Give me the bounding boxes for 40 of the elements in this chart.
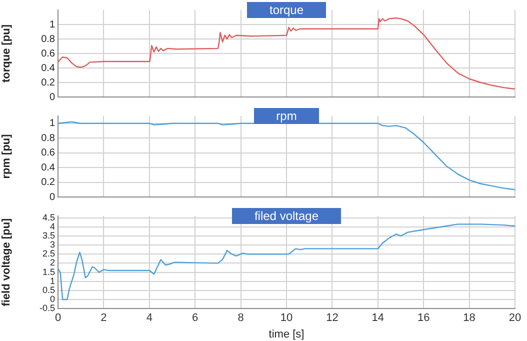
y-tick-label: 0.4 [41, 62, 56, 74]
y-tick-label: 1 [50, 276, 55, 286]
y-axis-title: field voltage [pu] [0, 218, 13, 306]
y-tick-label: 0.6 [41, 148, 56, 159]
x-tick-label: 2 [100, 312, 107, 324]
y-tick-label: 4 [50, 221, 55, 232]
y-tick-label: 0.8 [41, 132, 56, 144]
y-tick-label: 1 [49, 118, 56, 130]
y-tick-label: 1.5 [42, 266, 55, 277]
x-tick-label: 16 [417, 312, 430, 324]
y-tick-label: 0.4 [41, 162, 56, 174]
y-tick-label: 0.8 [41, 34, 56, 45]
y-tick-label: -0.5 [39, 303, 55, 314]
y-tick-label: 3 [50, 240, 55, 250]
y-tick-label: 0.5 [42, 284, 55, 295]
y-tick-label: 0.2 [41, 177, 56, 188]
y-tick-label: 0 [49, 192, 56, 203]
y-axis-title: torque [pu] [0, 24, 13, 83]
title-banner: torque [247, 2, 326, 18]
y-tick-label: 4.5 [42, 212, 55, 222]
y-tick-label: 2 [50, 258, 55, 268]
x-tick-label: 12 [326, 312, 338, 324]
y-tick-label: 0 [49, 92, 56, 103]
x-tick-label: 18 [463, 312, 476, 324]
title-banner: rpm [254, 108, 319, 124]
y-tick-label: 1 [49, 19, 56, 30]
x-axis-title: time [s] [268, 328, 304, 340]
x-tick-label: 14 [372, 312, 384, 324]
x-tick-label: 4 [146, 312, 152, 324]
x-tick-label: 8 [238, 312, 244, 324]
y-tick-label: 0.6 [41, 48, 56, 60]
x-tick-label: 6 [192, 312, 198, 324]
x-tick-label: 20 [508, 312, 522, 324]
y-tick-label: 0 [50, 294, 55, 304]
title-banner: filed voltage [232, 208, 341, 224]
y-tick-label: 2.5 [42, 248, 55, 259]
y-axis-title: rpm [pu] [0, 134, 13, 179]
y-tick-label: 0.2 [41, 77, 56, 88]
y-tick-label: 3.5 [42, 230, 55, 240]
x-tick-label: 10 [280, 312, 293, 324]
